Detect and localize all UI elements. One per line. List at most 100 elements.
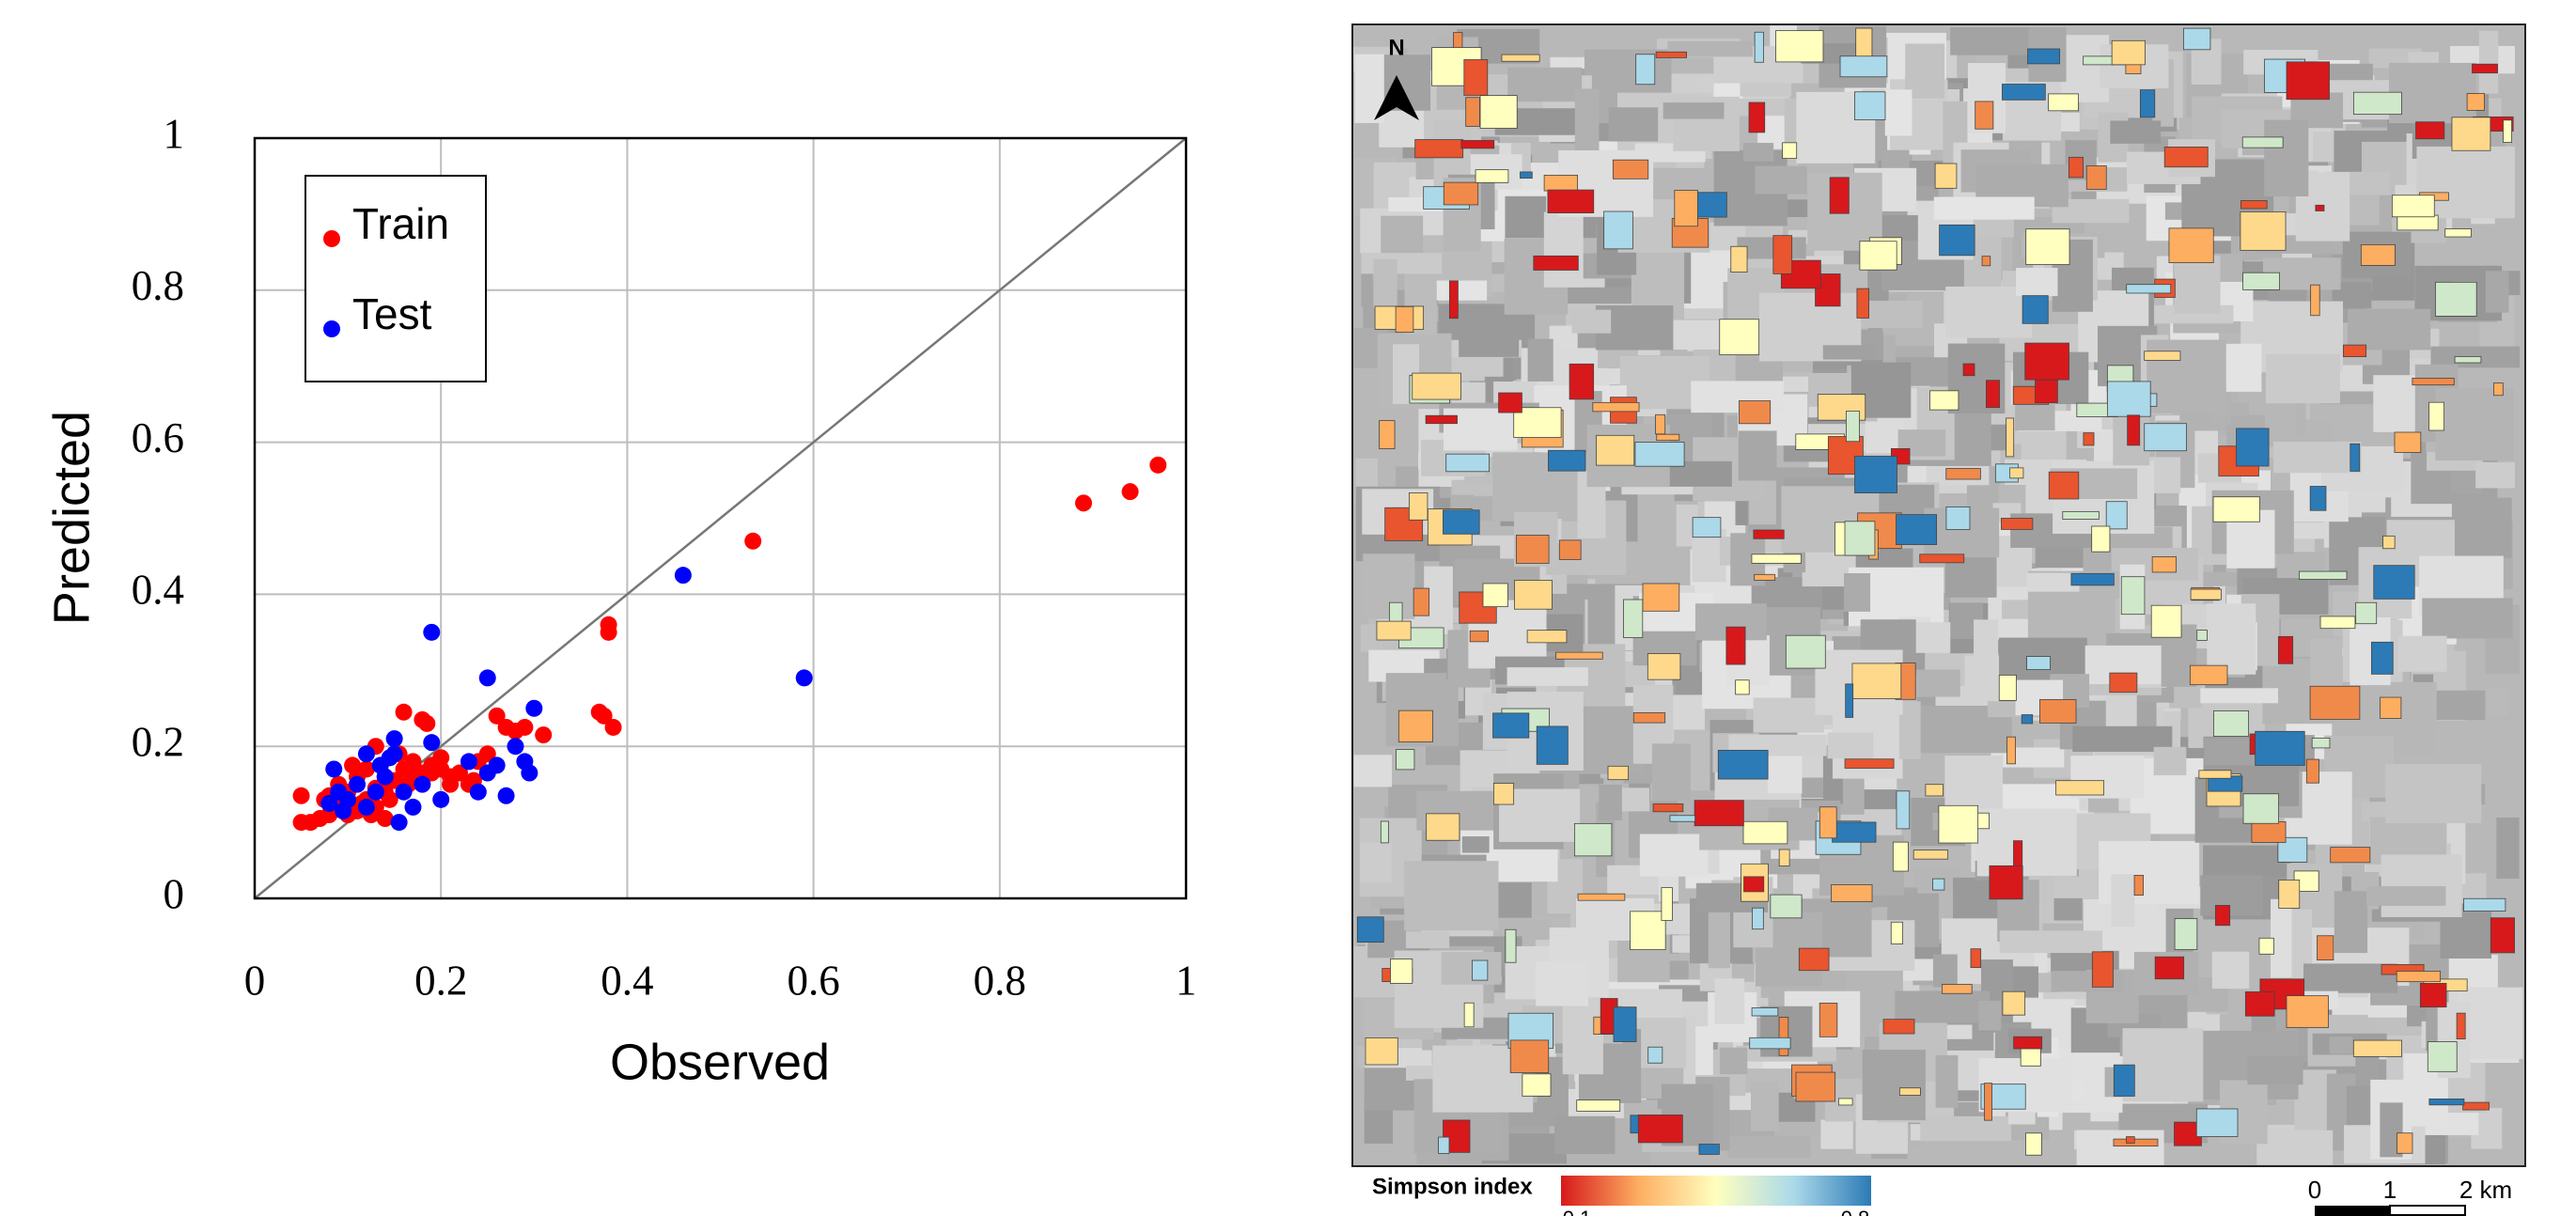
map-field [1714, 978, 1745, 1024]
y-tick-label: 0.8 [132, 262, 184, 309]
map-field [1363, 553, 1415, 619]
point [395, 703, 413, 721]
map-parcel [1844, 521, 1876, 556]
map-parcel [2196, 630, 2208, 641]
map-parcel [1612, 159, 1649, 179]
map-parcel [1448, 280, 1459, 320]
map-parcel [1839, 55, 1888, 78]
map-parcel [1634, 442, 1685, 467]
map-parcel [1939, 224, 1975, 257]
map-parcel [1717, 749, 1769, 780]
map-parcel [2428, 1099, 2465, 1106]
map-parcel [2242, 793, 2279, 824]
map-parcel [2396, 1132, 2413, 1154]
map-parcel [1981, 256, 1991, 267]
point [1074, 494, 1092, 512]
map-parcel [1929, 390, 1959, 411]
legend-box [304, 175, 487, 382]
map-field [2016, 268, 2058, 297]
map-field [1573, 706, 1644, 774]
map-parcel [2111, 39, 2146, 66]
map-field [2207, 603, 2256, 675]
map-field [2110, 120, 2162, 144]
map-field [2271, 898, 2292, 978]
north-label: N [1388, 35, 1404, 60]
map-parcel [2022, 295, 2049, 324]
map-field [1920, 1115, 2012, 1142]
map-parcel [2255, 730, 2305, 766]
map-parcel [1919, 553, 1965, 564]
map-parcel [1846, 411, 1860, 443]
point [497, 787, 515, 804]
map-parcel [2055, 780, 2105, 796]
y-tick-label: 0.6 [132, 414, 184, 461]
map-parcel [1656, 433, 1680, 442]
map-field [1884, 89, 1912, 136]
legend-marker [323, 320, 340, 337]
map-field [1978, 1000, 2002, 1031]
map-field [2381, 854, 2462, 917]
point [357, 760, 375, 778]
map-parcel [2048, 93, 2079, 112]
map-field [2389, 62, 2476, 124]
map-parcel [1414, 139, 1464, 159]
map-parcel [2311, 737, 2331, 749]
y-tick-label: 0.4 [132, 567, 184, 614]
map-parcel [1543, 175, 1578, 192]
map-parcel [1647, 1046, 1663, 1064]
point [1121, 483, 1139, 501]
map-parcel [2198, 770, 2232, 779]
map-parcel [2214, 905, 2231, 927]
map-field [2200, 688, 2278, 704]
map-parcel [1970, 948, 1982, 969]
map-parcel [1573, 822, 1613, 857]
point [432, 790, 450, 808]
map-parcel [1669, 815, 1696, 822]
map-parcel [1945, 506, 1971, 530]
map-field [1844, 573, 1871, 612]
map-field [1562, 997, 1603, 1075]
map-field [1404, 861, 1499, 931]
map-parcel [2454, 356, 2482, 364]
map-field [1543, 211, 1584, 288]
point [357, 745, 375, 763]
map-parcel [1698, 1144, 1720, 1155]
map-parcel [1749, 1037, 1791, 1050]
point [404, 753, 422, 771]
map-parcel [2242, 272, 2280, 290]
map-parcel [1558, 539, 1582, 560]
point [1149, 456, 1167, 474]
scale-bar [2315, 1206, 2390, 1216]
map-parcel [1425, 414, 1458, 425]
map-parcel [2154, 956, 2185, 980]
map-parcel [1514, 580, 1553, 610]
map-field [2265, 353, 2340, 404]
map-parcel [2277, 635, 2294, 664]
x-tick-label: 0.8 [974, 957, 1026, 1004]
map-parcel [2213, 710, 2250, 737]
map-field [1935, 1054, 1959, 1108]
point [292, 814, 310, 832]
x-tick-label: 1 [1176, 957, 1197, 1004]
map-parcel [2309, 486, 2327, 511]
map-parcel [1397, 709, 1433, 743]
map-parcel [1838, 1098, 1853, 1106]
map-field [1708, 899, 1731, 969]
map-field [1536, 961, 1589, 1006]
map-parcel [2412, 378, 2455, 386]
point [414, 710, 431, 728]
map-parcel [1989, 865, 2023, 900]
map-parcel [2168, 227, 2214, 263]
map-parcel [1892, 841, 1909, 872]
map-field [1651, 743, 1691, 801]
map-parcel [2048, 471, 2080, 500]
map-field [2329, 1037, 2353, 1054]
x-tick-label: 0.2 [414, 957, 467, 1004]
point [376, 810, 394, 828]
map-field [1932, 954, 1958, 988]
map-parcel [1962, 363, 1975, 377]
map-parcel [1748, 101, 1766, 133]
map-parcel [1623, 599, 1644, 638]
legend-label: Test [352, 289, 432, 338]
map-field [2385, 764, 2482, 824]
